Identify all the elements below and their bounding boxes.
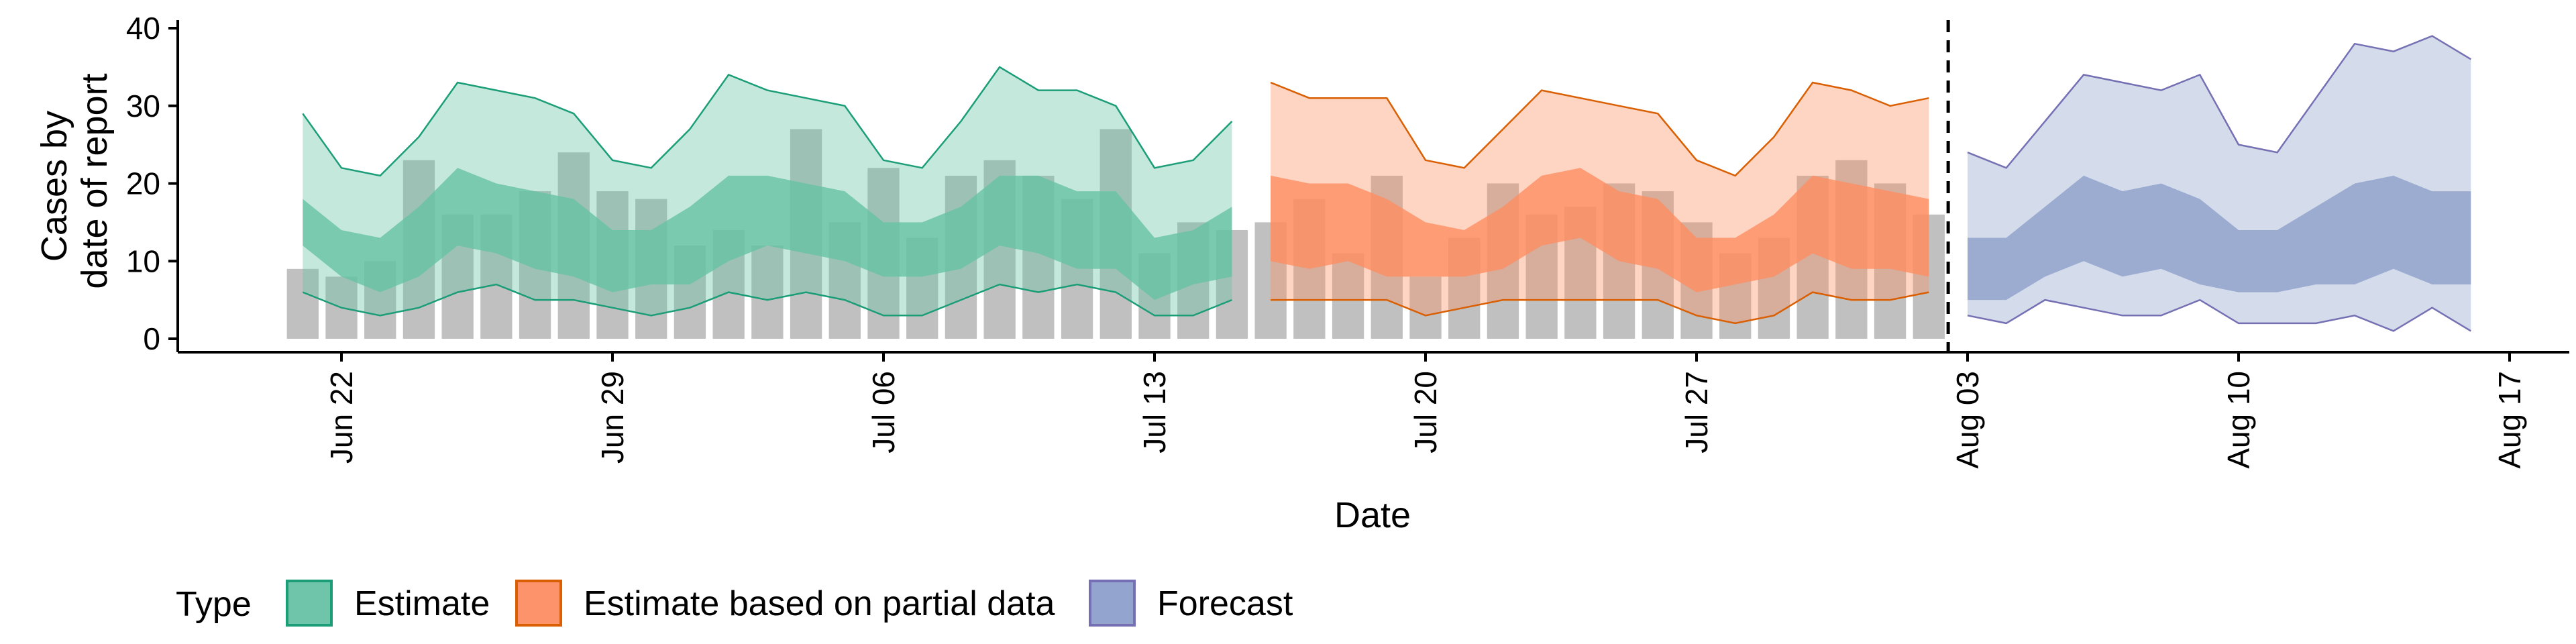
band-50-forecast	[1968, 175, 2471, 301]
y-tick-label: 0	[143, 321, 160, 356]
x-tick-label: Jul 20	[1408, 371, 1443, 453]
upper-line-estimate	[302, 66, 1233, 177]
bar	[1409, 276, 1442, 339]
lower-line-estimate-based-on-partial-data	[1271, 291, 1929, 325]
x-tick-label: Jul 27	[1679, 371, 1714, 453]
legend-key-forecast	[1089, 580, 1136, 627]
legend-key-estimate-based-on-partial-data	[515, 580, 562, 627]
x-tick-label: Jun 29	[595, 371, 630, 464]
bar	[751, 246, 784, 339]
legend: Type Estimate Estimate based on partial d…	[176, 580, 1293, 627]
x-tick-label: Aug 03	[1950, 371, 1985, 469]
legend-item-forecast: Forecast	[1089, 580, 1293, 627]
legend-label-estimate: Estimate	[354, 584, 490, 623]
y-axis-ticks: 0 10 20 30 40	[126, 11, 178, 356]
y-axis-title: Cases by date of report	[34, 73, 115, 288]
legend-item-estimate-based-on-partial-data: Estimate based on partial data	[515, 580, 1055, 627]
legend-item-estimate: Estimate	[286, 580, 490, 627]
legend-items: Estimate Estimate based on partial data Fo…	[286, 580, 1293, 627]
lower-line-forecast	[1967, 299, 2471, 332]
y-tick-label: 30	[126, 89, 160, 123]
x-tick-label: Aug 10	[2221, 371, 2256, 469]
bar	[286, 268, 319, 339]
y-tick-label: 40	[126, 11, 160, 46]
bar	[1332, 253, 1364, 339]
upper-line-forecast	[1967, 35, 2471, 169]
x-tick-label: Jun 22	[324, 371, 359, 464]
band-50-estimate	[303, 168, 1232, 301]
series-estimate-based-on-partial-data	[1270, 81, 1929, 325]
legend-label-forecast: Forecast	[1157, 584, 1293, 623]
y-axis-title-line-2: date of report	[74, 73, 115, 288]
series-forecast	[1967, 35, 2471, 332]
y-tick-label: 10	[126, 244, 160, 278]
y-tick-label: 20	[126, 166, 160, 201]
axes: 0 10 20 30 40 Jun 22 Jun 29 Jul 06 Jul 13 Jul 20…	[126, 11, 2569, 469]
x-tick-label: Jul 13	[1137, 371, 1172, 453]
legend-title: Type	[176, 585, 252, 624]
upper-line-estimate-based-on-partial-data	[1270, 81, 1929, 177]
band-50-estimate-based-on-partial-data	[1271, 168, 1929, 292]
legend-label-estimate-based-on-partial-data: Estimate based on partial data	[584, 584, 1055, 623]
series-estimate	[302, 66, 1233, 317]
lower-line-estimate	[302, 283, 1232, 317]
x-tick-label: Aug 17	[2492, 371, 2527, 469]
legend-key-estimate	[286, 580, 333, 627]
x-axis-title: Date	[1334, 495, 1411, 535]
bands-layer	[302, 35, 2471, 332]
y-axis-title-line-1: Cases by	[34, 111, 74, 262]
x-tick-label: Jul 06	[866, 371, 901, 453]
x-axis-ticks: Jun 22 Jun 29 Jul 06 Jul 13 Jul 20 Jul 27 Aug …	[324, 352, 2527, 469]
